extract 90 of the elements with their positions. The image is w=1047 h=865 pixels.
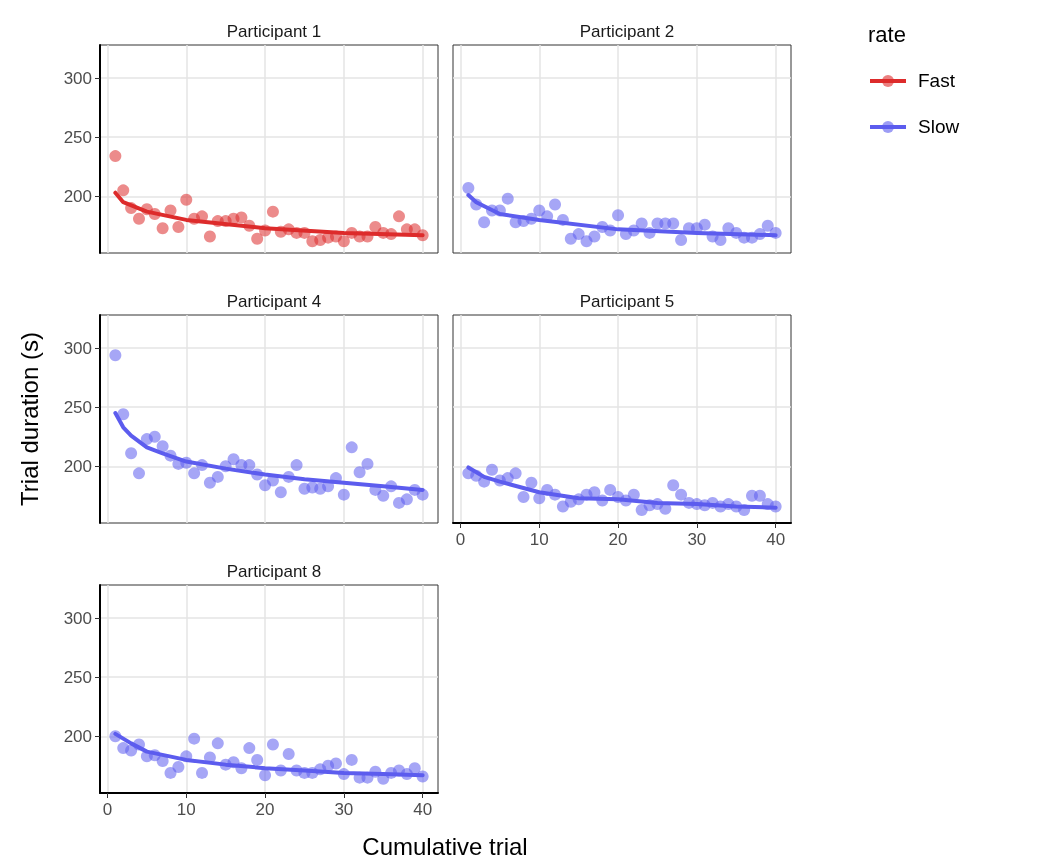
y-tick-label: 300 [63,338,92,358]
y-axis-title: Trial duration (s) [16,332,44,506]
x-tick-label: 0 [455,530,466,549]
point [486,463,498,476]
y-tick-label: 250 [63,127,92,147]
point [282,748,295,760]
x-tick-label: 10 [176,800,196,819]
legend-label: Slow [918,116,960,138]
y-tick-label: 300 [63,68,92,88]
point [698,218,711,231]
point [612,209,625,222]
point [251,753,264,766]
point [377,489,390,502]
point [361,457,374,470]
point [117,184,130,197]
chart-title: Participant 2 [579,22,675,41]
x-axis-title: Cumulative trial [362,833,528,861]
chart-title: Participant 4 [226,292,322,311]
x-tick-label: 20 [608,530,628,549]
point [337,235,350,248]
x-tick-label: 20 [255,800,275,819]
x-tick-label: 40 [766,530,786,549]
y-tick-label: 250 [63,667,92,687]
y-tick-label: 200 [63,726,92,746]
point [675,234,688,246]
point [517,491,530,503]
point [188,467,201,480]
point [509,467,522,480]
point [259,769,272,782]
point [353,466,366,479]
point [148,430,161,443]
chart-title: Participant 5 [579,292,675,311]
point [172,221,185,233]
point [753,489,766,502]
point [266,738,279,751]
point [109,349,122,362]
y-tick-label: 200 [63,186,92,206]
point [243,742,256,755]
point [125,447,138,460]
point [462,182,475,194]
y-tick-label: 300 [63,608,92,628]
point [243,459,256,472]
point [667,479,680,492]
point [211,737,224,750]
x-tick-label: 10 [529,530,549,549]
point [117,408,130,421]
legend-title: rate [868,22,907,48]
point [345,753,358,766]
point [251,232,264,245]
point [196,766,209,779]
point [203,476,216,489]
point [172,761,185,773]
point [274,486,287,499]
point [604,483,617,496]
x-tick-label: 30 [334,800,354,819]
chart-title: Participant 1 [226,22,322,41]
point [133,467,145,480]
point [478,216,491,229]
point [180,193,193,206]
x-tick-label: 30 [687,530,707,549]
point [761,219,774,232]
point [188,732,201,745]
point [203,230,216,243]
point [266,205,279,218]
point [345,441,358,454]
point [525,476,538,489]
point [133,212,145,225]
point [156,222,169,235]
point [572,228,585,241]
y-tick-label: 200 [63,456,92,476]
legend-label: Fast [918,70,955,92]
x-tick-label: 40 [413,800,433,819]
y-tick-label: 250 [63,397,92,417]
point [549,198,562,211]
point [588,230,601,243]
point [211,470,224,483]
point [156,440,169,453]
x-tick-label: 0 [102,800,113,819]
point [400,493,413,506]
point [635,217,648,230]
point [393,210,405,223]
point [337,488,350,501]
point [290,459,303,472]
point [675,488,688,501]
point [329,757,342,770]
chart-title: Participant 8 [226,562,322,581]
point [501,192,514,205]
point [667,217,680,230]
point [235,211,248,224]
point [109,150,122,163]
